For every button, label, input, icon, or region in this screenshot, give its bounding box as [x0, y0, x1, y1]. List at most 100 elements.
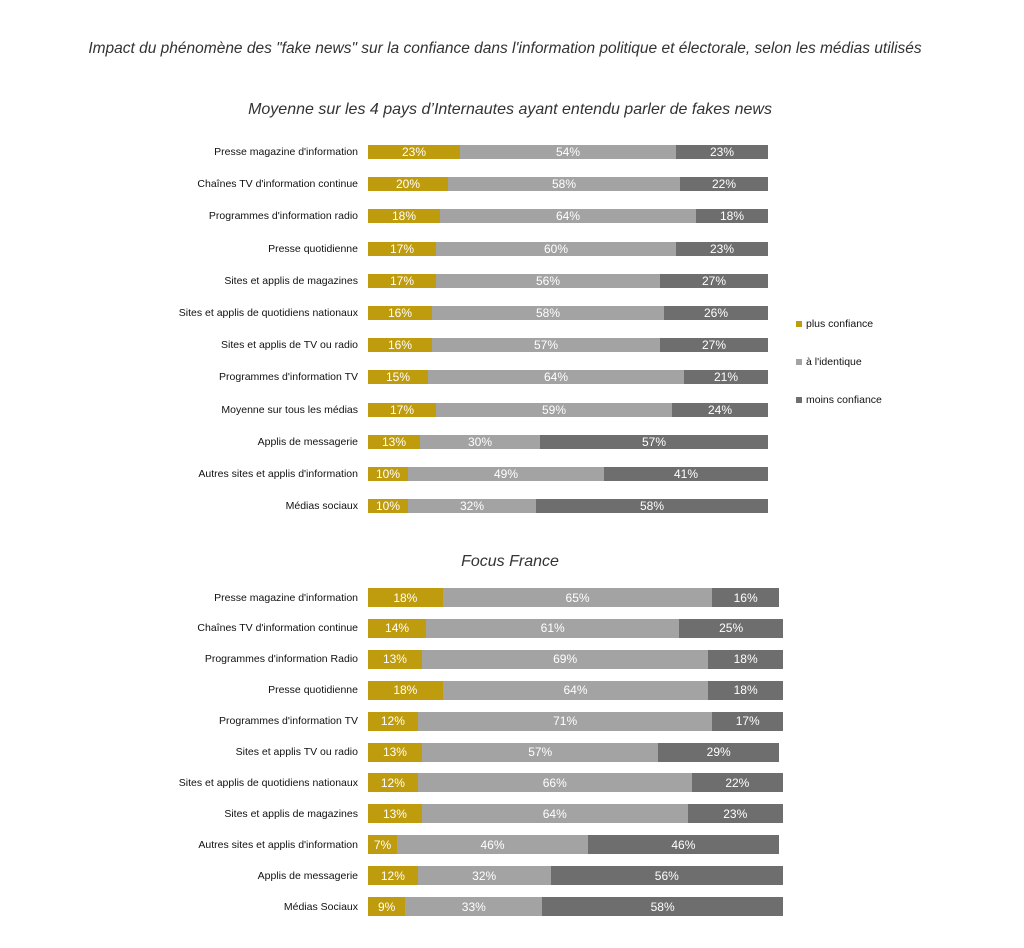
- data-label: 17%: [389, 241, 415, 256]
- bar-segment-plus: 9%: [368, 897, 406, 916]
- bar-row: 23% 54% 23%: [368, 145, 768, 159]
- bar-segment-plus: 10%: [368, 467, 408, 481]
- bar-segment-moins: 22%: [691, 773, 783, 793]
- bar-row: 10% 49% 41%: [368, 467, 768, 481]
- bar-segment-identique: 32%: [417, 866, 551, 886]
- chart-title-france: Focus France: [461, 553, 559, 570]
- bar-segment-identique: 46%: [397, 835, 588, 855]
- data-label: 56%: [654, 868, 679, 883]
- bar-row: 18% 64% 18%: [368, 209, 768, 224]
- bar-segment-identique: 32%: [408, 499, 536, 514]
- bar-segment-identique: 57%: [421, 742, 659, 762]
- bar-row: 17% 59% 24%: [368, 402, 768, 417]
- legend-swatch-moins: [796, 397, 802, 403]
- bar-segment-plus: 12%: [368, 773, 418, 793]
- bar-segment-identique: 65%: [442, 588, 713, 607]
- data-label: 18%: [733, 652, 758, 667]
- data-label: 59%: [541, 402, 567, 417]
- data-label: 64%: [563, 683, 588, 698]
- bar-row: 18% 65% 16%: [368, 588, 779, 607]
- data-label: 58%: [650, 899, 675, 914]
- data-label: 30%: [467, 434, 493, 449]
- data-label: 24%: [707, 402, 733, 417]
- bar-segment-identique: 49%: [408, 467, 604, 481]
- bar-row: 13% 69% 18%: [368, 649, 783, 669]
- bar-segment-moins: 27%: [660, 338, 768, 353]
- bar-row: 13% 64% 23%: [368, 804, 783, 824]
- category-label: Programmes d'information Radio: [204, 653, 358, 666]
- data-label: 16%: [733, 590, 758, 605]
- data-label: 57%: [641, 434, 667, 449]
- chart-title-average: Moyenne sur les 4 pays d’Internautes aya…: [248, 101, 772, 118]
- bar-row: 12% 66% 22%: [368, 773, 783, 793]
- bar-row: 16% 58% 26%: [368, 306, 768, 320]
- category-label: Presse magazine d'information: [214, 146, 358, 158]
- bar-row: 12% 71% 17%: [368, 711, 783, 731]
- data-label: 17%: [389, 402, 415, 417]
- data-label: 58%: [535, 306, 561, 320]
- bar-segment-plus: 15%: [368, 370, 428, 385]
- bar-segment-plus: 10%: [368, 499, 408, 514]
- bar-segment-identique: 30%: [420, 434, 540, 449]
- bar-segment-moins: 46%: [587, 835, 779, 855]
- bar-segment-moins: 41%: [604, 467, 768, 481]
- data-label: 57%: [528, 745, 553, 759]
- category-label: Sites et applis de magazines: [224, 274, 358, 287]
- data-label: 27%: [701, 338, 727, 353]
- data-label: 46%: [671, 837, 696, 852]
- data-label: 9%: [378, 899, 396, 914]
- data-label: 22%: [711, 177, 737, 192]
- legend-label-moins: moins confiance: [806, 394, 882, 406]
- data-label: 32%: [459, 499, 485, 514]
- data-label: 18%: [391, 209, 417, 224]
- bar-segment-moins: 25%: [679, 618, 783, 638]
- data-label: 56%: [535, 273, 561, 288]
- bar-row: 17% 60% 23%: [368, 241, 768, 256]
- bar-segment-plus: 18%: [368, 588, 443, 607]
- category-label: Programmes d'information TV: [219, 715, 358, 728]
- bar-segment-moins: 29%: [658, 742, 779, 762]
- data-label: 12%: [380, 714, 405, 729]
- bar-segment-identique: 64%: [440, 209, 696, 224]
- category-label: Applis de messagerie: [257, 869, 358, 882]
- data-label: 23%: [709, 145, 735, 159]
- bar-segment-identique: 58%: [432, 306, 664, 320]
- category-label: Sites et applis TV ou radio: [235, 746, 358, 758]
- data-label: 66%: [542, 775, 567, 790]
- legend-item-identique: à l'identique: [796, 354, 882, 370]
- data-label: 13%: [382, 745, 407, 759]
- category-label: Autres sites et applis d'information: [198, 468, 358, 480]
- data-label: 60%: [543, 241, 569, 256]
- data-label: 17%: [389, 273, 415, 288]
- bar-segment-plus: 13%: [368, 804, 422, 824]
- bar-row: 17% 56% 27%: [368, 273, 768, 288]
- bar-segment-plus: 13%: [368, 742, 422, 762]
- bar-segment-identique: 60%: [436, 241, 676, 256]
- data-label: 18%: [733, 683, 758, 698]
- bar-segment-identique: 56%: [436, 273, 660, 288]
- bar-segment-identique: 57%: [432, 338, 660, 353]
- bar-row: 15% 64% 21%: [368, 370, 768, 385]
- category-label: Autres sites et applis d'information: [198, 838, 358, 851]
- category-label: Programmes d'information TV: [219, 371, 358, 384]
- bar-row: 14% 61% 25%: [368, 618, 783, 638]
- bar-segment-moins: 27%: [660, 273, 768, 288]
- data-label: 18%: [719, 209, 745, 224]
- bar-segment-plus: 13%: [368, 434, 420, 449]
- data-label: 41%: [673, 467, 699, 481]
- bar-segment-plus: 13%: [368, 649, 422, 669]
- main-title: Impact du phénomène des "fake news" sur …: [88, 40, 922, 57]
- data-label: 13%: [381, 434, 407, 449]
- data-label: 12%: [380, 868, 405, 883]
- bar-segment-identique: 64%: [421, 804, 688, 824]
- bar-segment-moins: 58%: [536, 499, 768, 514]
- data-label: 14%: [385, 621, 410, 636]
- bar-row: 12% 32% 56%: [368, 866, 783, 886]
- bar-segment-moins: 18%: [708, 649, 783, 669]
- bar-segment-moins: 23%: [676, 145, 768, 159]
- bar-segment-plus: 18%: [368, 680, 443, 700]
- category-label: Moyenne sur tous les médias: [221, 403, 358, 416]
- bar-segment-identique: 54%: [460, 145, 676, 159]
- bar-segment-plus: 18%: [368, 209, 440, 224]
- data-label: 13%: [382, 806, 407, 821]
